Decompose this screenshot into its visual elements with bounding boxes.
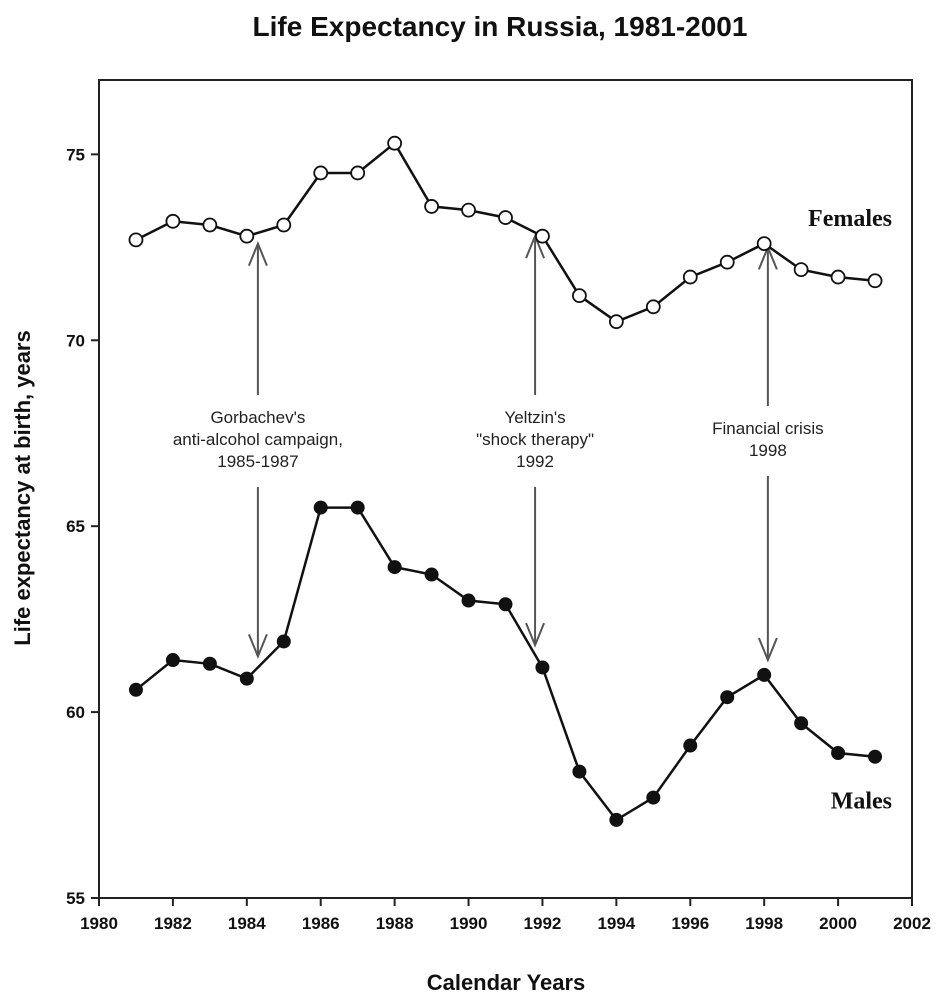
females-point-2000 (830, 269, 846, 285)
females-point-1997 (719, 254, 735, 270)
males-point-1994 (609, 812, 624, 827)
males-point-1996 (683, 738, 698, 753)
x-tick-label-1984: 1984 (228, 914, 266, 933)
annotation-1-line-3: 1985-1987 (217, 452, 298, 471)
x-axis-label: Calendar Years (427, 970, 586, 995)
females-point-1994 (608, 314, 624, 330)
males-point-2000 (831, 745, 846, 760)
x-tick-label-1992: 1992 (524, 914, 562, 933)
males-point-1983 (202, 656, 217, 671)
data-series: Females Males (128, 135, 892, 827)
males-series-label: Males (831, 789, 892, 815)
males-point-1989 (424, 567, 439, 582)
males-point-1988 (387, 560, 402, 575)
females-point-1999 (793, 262, 809, 278)
annotation-2-line-1: Yeltzin's (504, 408, 565, 427)
females-point-1986 (313, 165, 329, 181)
males-point-2001 (868, 749, 883, 764)
annotation-arrows (247, 233, 778, 663)
axis-ticks: 1980 1982 1984 1986 1988 1990 1992 1994 1996 1998… (66, 145, 931, 933)
x-tick-label-1986: 1986 (302, 914, 340, 933)
females-point-1992 (535, 228, 550, 244)
males-point-1992 (535, 660, 550, 675)
males-point-1987 (350, 500, 365, 515)
females-point-1988 (387, 135, 403, 151)
females-point-1998 (756, 236, 772, 252)
males-series-line (135, 506, 876, 822)
annotation-1-up-arrow-head (247, 240, 268, 266)
annotation-1-line-2: anti-alcohol campaign, (173, 430, 343, 449)
x-tick-label-1994: 1994 (597, 914, 635, 933)
annotation-labels: Gorbachev's anti-alcohol campaign, 1985-19… (173, 408, 824, 471)
y-tick-label-75: 75 (66, 145, 85, 164)
y-tick-label-70: 70 (66, 331, 85, 350)
females-series-label: Females (808, 206, 892, 232)
annotation-3-down-arrow-head (757, 637, 778, 663)
males-point-1991 (498, 597, 513, 612)
x-tick-label-1982: 1982 (154, 914, 192, 933)
females-point-1987 (350, 165, 366, 181)
annotation-2-line-2: "shock therapy" (476, 430, 594, 449)
x-tick-label-1998: 1998 (745, 914, 783, 933)
males-point-1995 (646, 790, 661, 805)
males-point-1986 (313, 500, 328, 515)
females-point-1982 (165, 213, 181, 229)
annotation-3-line-1: Financial crisis (712, 419, 823, 438)
males-point-1981 (128, 682, 143, 697)
females-point-2001 (867, 273, 883, 289)
females-point-1989 (424, 199, 439, 214)
x-tick-label-1996: 1996 (671, 914, 709, 933)
females-point-1983 (202, 217, 218, 233)
x-tick-label-2000: 2000 (819, 914, 857, 933)
annotation-2-line-3: 1992 (516, 452, 554, 471)
y-axis-label: Life expectancy at birth, years (10, 330, 35, 645)
annotation-1-line-1: Gorbachev's (210, 408, 305, 427)
females-point-1984 (239, 228, 255, 244)
annotation-1-down-arrow-head (247, 633, 268, 659)
females-point-1993 (572, 288, 587, 304)
males-point-1984 (239, 671, 254, 686)
females-point-1990 (461, 202, 476, 218)
males-point-1982 (165, 653, 180, 668)
females-point-1985 (276, 217, 292, 233)
x-tick-label-1980: 1980 (80, 914, 118, 933)
females-point-1996 (682, 269, 698, 285)
annotation-2-down-arrow-head (525, 622, 545, 648)
females-point-1991 (498, 210, 513, 225)
males-point-1999 (794, 716, 809, 731)
males-point-1985 (276, 634, 291, 649)
y-tick-label-65: 65 (66, 517, 85, 536)
plot-frame (98, 79, 913, 899)
y-tick-label-60: 60 (66, 703, 85, 722)
males-point-1993 (572, 764, 587, 779)
x-tick-label-2002: 2002 (893, 914, 931, 933)
annotation-3-line-2: 1998 (749, 441, 787, 460)
x-tick-label-1988: 1988 (376, 914, 414, 933)
x-tick-label-1990: 1990 (450, 914, 488, 933)
y-tick-label-55: 55 (66, 889, 85, 908)
males-point-1998 (757, 667, 772, 682)
chart-title: Life Expectancy in Russia, 1981-2001 (253, 11, 748, 42)
females-point-1995 (645, 299, 661, 315)
males-point-1997 (720, 690, 735, 705)
females-point-1981 (128, 232, 144, 248)
males-point-1990 (461, 593, 476, 608)
